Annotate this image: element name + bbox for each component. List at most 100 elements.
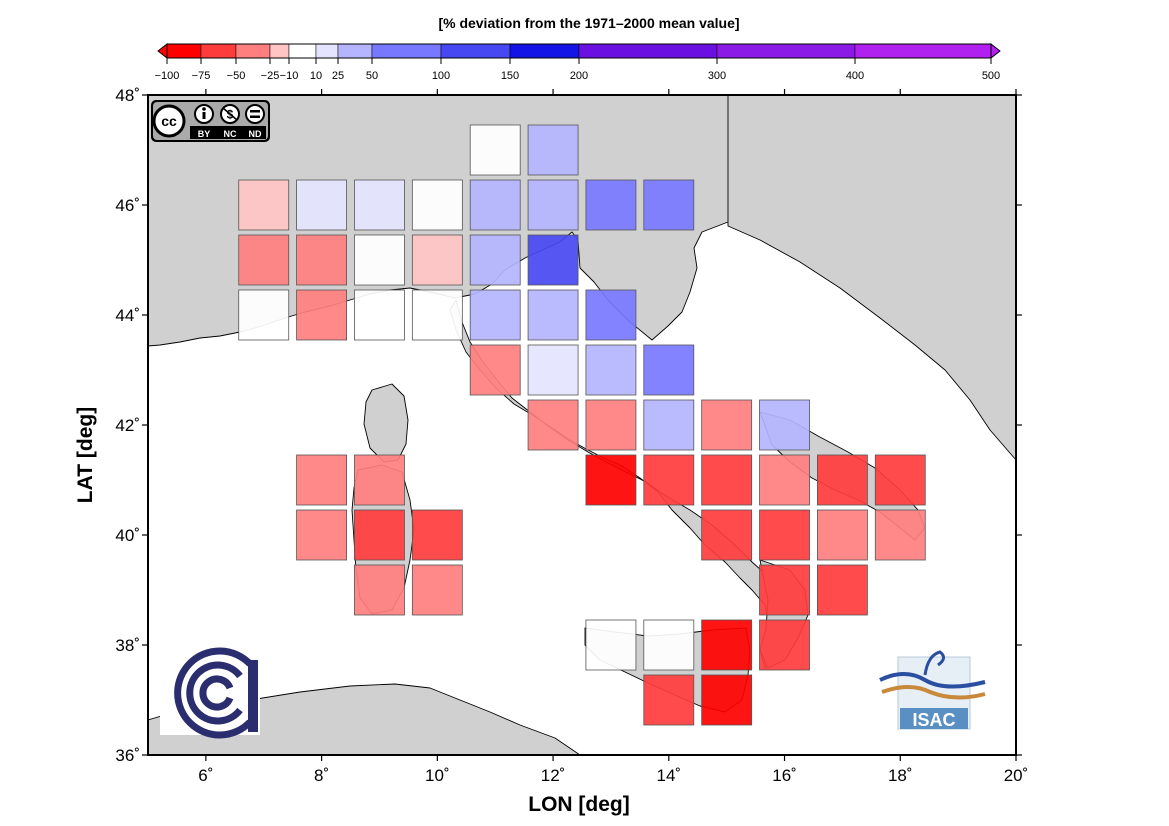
x-tick-label: 8˚	[314, 766, 329, 785]
isac-logo-text: ISAC	[912, 710, 955, 730]
grid-cell	[585, 289, 637, 341]
grid-cell	[701, 509, 753, 561]
map-panel: 6˚ 8˚ 10˚ 12˚ 14˚ 16˚ 18˚ 20˚ 36˚ 38˚ 40˚ 42˚ 44˚ 46˚…	[115, 86, 1028, 785]
colorbar-high-arrow	[990, 42, 1001, 60]
grid-cell	[817, 454, 868, 506]
land-balkans	[727, 95, 1016, 461]
grid-cell	[643, 179, 695, 231]
x-tick-label: 6˚	[198, 766, 213, 785]
y-tick-label: 36˚	[115, 746, 140, 765]
x-tick-label: 10˚	[425, 766, 450, 785]
grid-cell	[296, 234, 348, 286]
cnr-logo-icon	[160, 647, 260, 739]
x-tick-label: 20˚	[1004, 766, 1029, 785]
grid-cell	[701, 674, 753, 726]
colorbar-bin	[235, 43, 271, 59]
x-tick-label: 16˚	[772, 766, 797, 785]
y-tick-label: 38˚	[115, 636, 140, 655]
grid-cell	[469, 344, 521, 396]
grid-cell	[527, 344, 579, 396]
grid-cell	[585, 399, 637, 451]
colorbar-tick-label: −10	[280, 70, 299, 82]
grid-cell	[585, 619, 637, 671]
grid-cell	[411, 289, 463, 341]
colorbar-tick-label: 500	[982, 70, 1000, 82]
colorbar-bin	[854, 43, 992, 59]
colorbar-tick-label: 10	[310, 70, 322, 82]
y-tick-label: 44˚	[115, 306, 140, 325]
colorbar-title: [% deviation from the 1971–2000 mean val…	[438, 15, 739, 31]
y-axis-title: LAT [deg]	[74, 407, 97, 503]
grid-cell	[469, 124, 521, 176]
grid-cell	[296, 509, 348, 561]
colorbar-tick-label: −100	[155, 70, 180, 82]
y-tick-label: 48˚	[115, 86, 140, 105]
grid-cell	[701, 619, 753, 671]
grid-cell	[759, 564, 810, 616]
cc-nd-label: ND	[249, 129, 262, 139]
grid-cell	[527, 399, 579, 451]
colorbar-bin	[371, 43, 442, 59]
grid-cell	[527, 289, 579, 341]
grid-cell	[643, 674, 695, 726]
grid-cell	[354, 564, 405, 616]
y-tick-label: 40˚	[115, 526, 140, 545]
colorbar-tick-label: −50	[227, 70, 246, 82]
grid-cell	[759, 454, 810, 506]
grid-cell	[469, 179, 521, 231]
grid-cell	[701, 399, 753, 451]
isac-logo-icon: ISAC	[879, 650, 986, 730]
grid-cell	[817, 509, 868, 561]
grid-cell	[354, 234, 405, 286]
colorbar-bin	[578, 43, 718, 59]
colorbar-tick-label: 400	[846, 70, 864, 82]
colorbar-bin	[200, 43, 237, 59]
colorbar-tick-label: 300	[708, 70, 726, 82]
colorbar-tick-label: 25	[332, 70, 344, 82]
colorbar-bin	[716, 43, 856, 59]
grid-cell	[411, 509, 463, 561]
grid-cell	[585, 454, 637, 506]
grid-cell	[643, 344, 695, 396]
grid-cell	[238, 234, 290, 286]
grid-cell	[354, 454, 405, 506]
grid-cell	[354, 179, 405, 231]
colorbar-bin	[288, 43, 317, 59]
grid-cell	[874, 509, 926, 561]
grid-cell	[238, 179, 290, 231]
grid-cell	[469, 234, 521, 286]
grid-cell	[874, 454, 926, 506]
colorbar: [% deviation from the 1971–2000 mean val…	[155, 15, 1001, 82]
colorbar-bins	[166, 43, 992, 59]
colorbar-bin	[337, 43, 373, 59]
grid-cell	[354, 289, 405, 341]
colorbar-tick-label: 50	[366, 70, 378, 82]
y-tick-label: 42˚	[115, 416, 140, 435]
colorbar-bin	[269, 43, 290, 59]
x-tick-label: 12˚	[541, 766, 566, 785]
grid-cell	[527, 234, 579, 286]
grid-cell	[643, 399, 695, 451]
grid-cell	[701, 454, 753, 506]
creative-commons-by-nc-nd-icon: cc $ BY NC ND	[151, 100, 270, 142]
grid-cell	[759, 509, 810, 561]
cc-by-label: BY	[198, 129, 211, 139]
grid-cell	[643, 619, 695, 671]
colorbar-tick-label: −75	[192, 70, 211, 82]
x-axis-title: LON [deg]	[528, 793, 629, 816]
colorbar-tick-label: 150	[501, 70, 519, 82]
grid-cell	[759, 399, 810, 451]
colorbar-bin	[440, 43, 511, 59]
grid-cell	[354, 509, 405, 561]
grid-cell	[411, 179, 463, 231]
x-tick-label: 18˚	[888, 766, 913, 785]
grid-cell	[585, 179, 637, 231]
grid-cell	[469, 289, 521, 341]
colorbar-bin	[509, 43, 580, 59]
axis-ticks: 6˚ 8˚ 10˚ 12˚ 14˚ 16˚ 18˚ 20˚ 36˚ 38˚ 40˚ 42˚ 44˚ 46˚…	[115, 86, 1028, 785]
grid-cell	[817, 564, 868, 616]
grid-cell	[585, 344, 637, 396]
grid-cell	[296, 179, 348, 231]
colorbar-tick-label: 100	[432, 70, 450, 82]
